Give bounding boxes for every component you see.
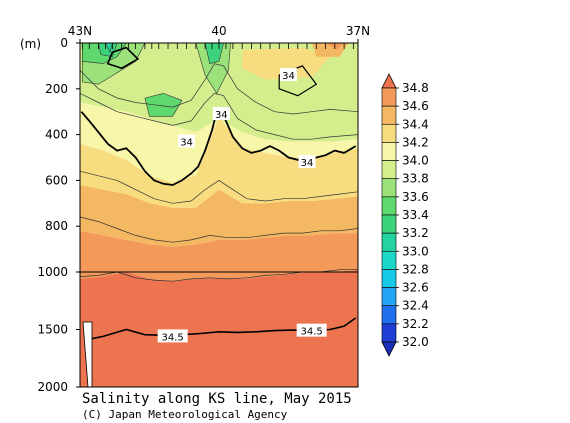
contour-label: 34 xyxy=(180,137,193,148)
y-tick-label: 2000 xyxy=(37,380,68,394)
x-axis: 43N 40 37N xyxy=(68,24,370,43)
contour-label-bg xyxy=(280,68,297,82)
salinity-patch xyxy=(242,47,331,80)
colorbar-swatch xyxy=(381,323,397,343)
contour-label: 34.5 xyxy=(301,327,323,338)
colorbar-swatch xyxy=(381,123,397,143)
salinity-patch xyxy=(144,93,182,117)
colorbar-swatch xyxy=(381,196,397,216)
y-axis: 0 200 400 600 800 1000 1500 2000 (m) xyxy=(20,36,80,394)
colorbar-swatch xyxy=(381,232,397,252)
colorbar-label: 34.2 xyxy=(402,135,429,149)
contour-line xyxy=(80,93,358,140)
contour-line xyxy=(144,93,183,117)
contour-line xyxy=(105,43,113,54)
colorbar-swatch xyxy=(381,160,397,180)
contour-line xyxy=(204,43,224,64)
salinity-band xyxy=(80,185,358,247)
colorbar-label: 32.8 xyxy=(402,262,429,276)
colorbar-swatch xyxy=(381,214,397,234)
y-unit-label: (m) xyxy=(20,37,41,51)
colorbar-label: 33.4 xyxy=(402,208,429,222)
colorbar-label: 34.0 xyxy=(402,154,429,168)
contour-labels: 34 34 34 34 34.5 34.5 xyxy=(157,68,327,343)
colorbar-label: 33.0 xyxy=(402,244,429,258)
y-tick-label: 600 xyxy=(45,173,68,187)
salinity-bands xyxy=(80,43,358,387)
contour-label: 34 xyxy=(215,110,228,121)
salinity-band xyxy=(80,102,358,183)
x-tick-label: 43N xyxy=(68,24,92,38)
plot-area xyxy=(80,43,358,387)
x-tick-label: 37N xyxy=(346,24,370,38)
contour-line xyxy=(80,170,358,204)
no-data-wedge xyxy=(82,321,93,387)
colorbar-label: 33.8 xyxy=(402,172,429,186)
colorbar-swatch xyxy=(381,250,397,270)
colorbar-label: 34.6 xyxy=(402,99,429,113)
colorbar-label: 32.0 xyxy=(402,335,429,349)
salinity-band xyxy=(80,230,358,282)
colorbar-label: 32.6 xyxy=(402,281,429,295)
colorbar-label: 32.4 xyxy=(402,299,429,313)
colorbar-swatch xyxy=(381,178,397,198)
colorbar-label: 32.2 xyxy=(402,317,429,331)
contour-line xyxy=(195,43,231,95)
x-tick-label: 40 xyxy=(211,24,226,38)
colorbar-swatch xyxy=(381,287,397,307)
contour-line xyxy=(82,43,127,64)
salinity-patch xyxy=(105,43,113,53)
colorbar-label: 33.2 xyxy=(402,226,429,240)
colorbar-min-arrow xyxy=(381,341,397,357)
contour-label-bg xyxy=(178,134,196,148)
contour-label: 34.5 xyxy=(162,332,184,343)
chart-title: Salinity along KS line, May 2015 xyxy=(82,391,352,407)
y-tick-label: 400 xyxy=(45,128,68,142)
y-tick-label: 200 xyxy=(45,82,68,96)
y-tick-label: 0 xyxy=(60,36,68,50)
contour-line xyxy=(82,43,146,85)
contour-label: 34 xyxy=(282,71,295,82)
contour-34 xyxy=(278,65,318,97)
y-tick-label: 1500 xyxy=(37,323,68,337)
colorbar-swatch xyxy=(381,305,397,325)
contour-label: 34 xyxy=(301,158,314,169)
salinity-band xyxy=(80,116,358,208)
y-tick-label: 1000 xyxy=(37,265,68,279)
contour-label-bg xyxy=(212,106,230,120)
contour-line xyxy=(80,63,358,115)
salinity-band xyxy=(80,269,358,387)
contour-label-bg xyxy=(157,329,188,343)
contour-line xyxy=(80,216,358,243)
colorbar-swatch xyxy=(381,142,397,161)
colorbar-label: 33.6 xyxy=(402,190,429,204)
credit-text: (C) Japan Meteorological Agency xyxy=(82,408,288,421)
salinity-patch xyxy=(195,43,231,94)
colorbar-swatch xyxy=(381,105,397,125)
contour-label-bg xyxy=(296,323,327,337)
colorbar-swatch xyxy=(381,269,397,288)
colorbar: 34.8 34.6 34.4 34.2 34.0 33.8 33.6 33.4 33.2 33.0… xyxy=(381,73,429,357)
colorbar-swatch xyxy=(381,87,397,107)
y-tick-label: 800 xyxy=(45,219,68,233)
colorbar-label: 34.4 xyxy=(402,117,429,131)
contour-34 xyxy=(106,46,140,70)
colorbar-label: 34.8 xyxy=(402,81,429,95)
contour-label-bg xyxy=(298,155,316,169)
colorbar-max-arrow xyxy=(381,73,397,89)
